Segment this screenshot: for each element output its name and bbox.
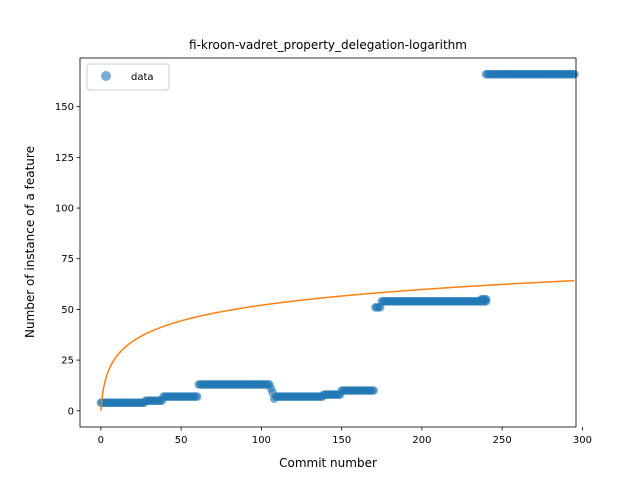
x-tick-label: 250 <box>493 435 512 446</box>
chart-title: fi-kroon-vadret_property_delegation-loga… <box>189 38 467 52</box>
y-tick-label: 125 <box>55 153 74 164</box>
data-point <box>570 70 579 79</box>
x-tick-label: 0 <box>98 435 104 446</box>
y-tick-label: 100 <box>55 204 74 215</box>
y-tick-label: 50 <box>61 305 74 316</box>
x-axis-label: Commit number <box>279 456 377 470</box>
legend-marker-data <box>101 71 111 81</box>
data-point <box>482 295 491 304</box>
legend: data <box>87 64 169 90</box>
y-tick-label: 150 <box>55 102 74 113</box>
x-tick-label: 100 <box>252 435 271 446</box>
y-tick-label: 75 <box>61 254 74 265</box>
legend-box <box>87 64 169 90</box>
data-point <box>193 392 202 401</box>
legend-label-data: data <box>131 72 154 83</box>
x-tick-label: 150 <box>332 435 351 446</box>
y-tick-label: 0 <box>68 406 74 417</box>
x-tick-label: 300 <box>573 435 592 446</box>
y-tick-label: 25 <box>61 356 74 367</box>
y-axis-label: Number of instance of a feature <box>23 146 37 338</box>
x-tick-label: 200 <box>412 435 431 446</box>
data-point <box>369 386 378 395</box>
x-tick-label: 50 <box>175 435 188 446</box>
